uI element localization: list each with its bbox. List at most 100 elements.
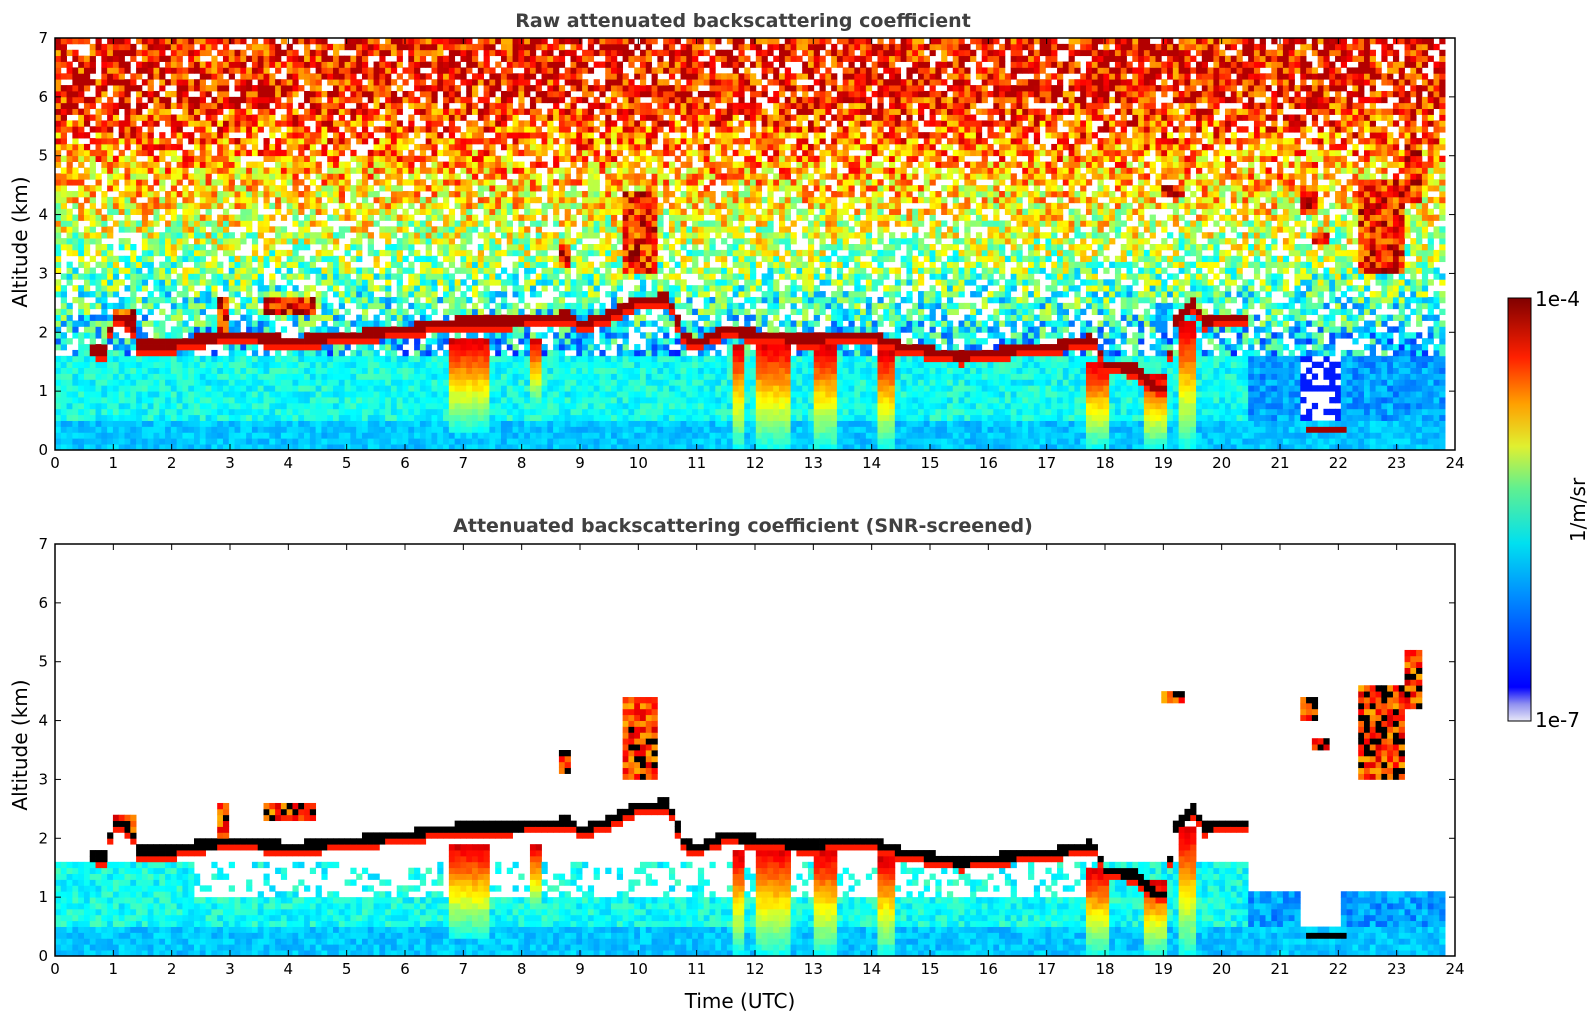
heatmap-cell [361, 191, 369, 198]
heatmap-cell [83, 85, 91, 92]
heatmap-cell [512, 438, 519, 445]
heatmap-cell [402, 391, 409, 398]
heatmap-cell [130, 138, 137, 145]
heatmap-cell [477, 361, 485, 368]
heatmap-cell [234, 38, 241, 45]
heatmap-cell [263, 420, 270, 427]
heatmap-cell [292, 85, 299, 92]
heatmap-cell [489, 314, 496, 321]
heatmap-cell [188, 349, 195, 357]
heatmap-cell [234, 85, 241, 92]
heatmap-cell [500, 120, 508, 127]
heatmap-cell [437, 379, 444, 386]
heatmap-cell [251, 426, 259, 433]
heatmap-cell [361, 420, 369, 427]
heatmap-cell [373, 67, 380, 74]
heatmap-cell [443, 361, 450, 368]
heatmap-cell [344, 120, 351, 127]
heatmap-cell [443, 314, 450, 321]
heatmap-cell [55, 90, 62, 98]
heatmap-cell [309, 338, 317, 345]
heatmap-cell [298, 226, 305, 233]
heatmap-cell [199, 420, 206, 427]
heatmap-cell [60, 38, 67, 45]
heatmap-cell [373, 320, 380, 327]
heatmap-cell [118, 320, 125, 327]
heatmap-cell [153, 438, 160, 445]
heatmap-cell [165, 361, 172, 368]
heatmap-cell [373, 114, 380, 121]
heatmap-cell [141, 208, 149, 215]
heatmap-cell [408, 326, 415, 333]
heatmap-cell [101, 302, 108, 310]
heatmap-cell [118, 90, 125, 98]
heatmap-cell [182, 344, 189, 351]
heatmap-cell [153, 202, 160, 210]
heatmap-cell [60, 438, 67, 445]
heatmap-cell [107, 426, 114, 433]
heatmap-cell [367, 208, 374, 215]
heatmap-cell [367, 49, 374, 57]
heatmap-cell [419, 102, 427, 110]
heatmap-cell [396, 444, 403, 451]
heatmap-cell [454, 296, 461, 304]
heatmap-cell [199, 249, 206, 257]
heatmap-cell [361, 67, 369, 74]
heatmap-cell [217, 367, 224, 374]
heatmap-cell [275, 402, 282, 410]
heatmap-cell [66, 196, 73, 204]
heatmap-cell [234, 391, 241, 398]
heatmap-cell [246, 126, 253, 133]
heatmap-cell [205, 326, 212, 333]
heatmap-cell [112, 261, 120, 268]
heatmap-cell [315, 279, 322, 286]
heatmap-cell [466, 314, 473, 321]
heatmap-cell [356, 408, 363, 416]
heatmap-cell [390, 138, 398, 145]
heatmap-cell [222, 379, 230, 386]
heatmap-cell [304, 408, 311, 416]
heatmap-cell [199, 238, 206, 245]
heatmap-cell [280, 408, 288, 416]
heatmap-cell [437, 367, 444, 374]
heatmap-cell [361, 226, 369, 233]
heatmap-cell [194, 397, 201, 404]
heatmap-cell [222, 367, 230, 374]
heatmap-cell [304, 261, 311, 268]
heatmap-cell [315, 344, 322, 351]
heatmap-cell [518, 414, 525, 421]
heatmap-cell [333, 244, 340, 251]
heatmap-cell [338, 355, 345, 363]
heatmap-cell [356, 220, 363, 227]
heatmap-cell [379, 167, 386, 174]
heatmap-cell [182, 238, 189, 245]
heatmap-cell [72, 273, 79, 280]
heatmap-cell [141, 232, 149, 239]
heatmap-cell [321, 308, 328, 316]
heatmap-cell [385, 185, 392, 192]
heatmap-cell [321, 208, 328, 215]
heatmap-cell [477, 220, 485, 227]
heatmap-cell [437, 402, 444, 410]
heatmap-cell [211, 273, 218, 280]
heatmap-cell [257, 291, 264, 298]
heatmap-cell [518, 408, 525, 416]
heatmap-cell [257, 426, 264, 433]
heatmap-cell [309, 220, 317, 227]
heatmap-cell [472, 273, 479, 280]
heatmap-cell [280, 391, 288, 398]
heatmap-cell [240, 267, 247, 274]
heatmap-cell [472, 102, 479, 110]
heatmap-cell [194, 414, 201, 421]
heatmap-cell [107, 420, 114, 427]
heatmap-cell [327, 173, 334, 180]
heatmap-cell [188, 85, 195, 92]
heatmap-cell [385, 155, 392, 162]
heatmap-cell [361, 444, 369, 451]
heatmap-cell [275, 55, 282, 62]
heatmap-cell [408, 214, 415, 221]
heatmap-cell [55, 344, 62, 351]
heatmap-cell [170, 408, 178, 416]
heatmap-cell [390, 255, 398, 263]
heatmap-cell [500, 138, 508, 145]
